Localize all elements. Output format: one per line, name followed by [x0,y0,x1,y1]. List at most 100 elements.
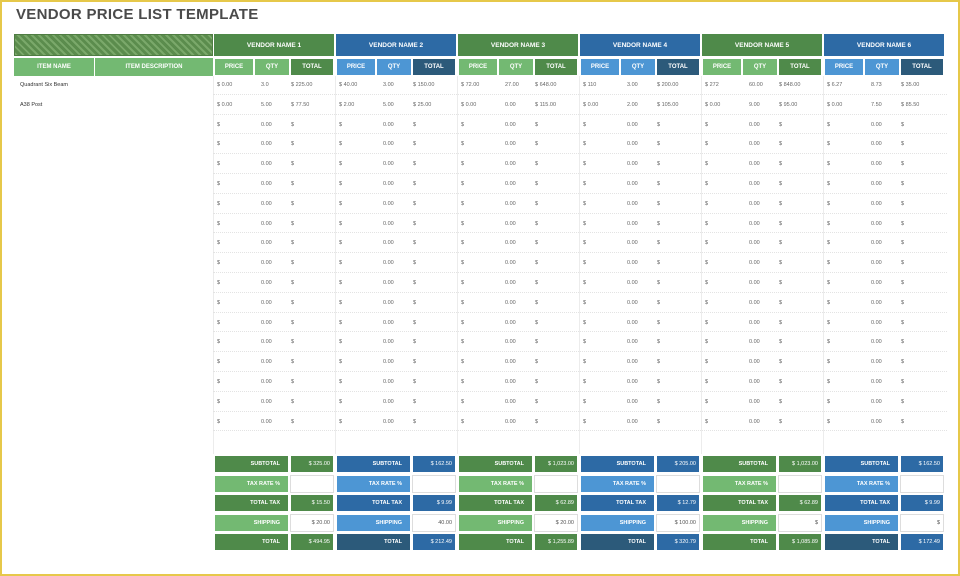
summary-value[interactable]: $ 20.00 [290,513,334,532]
price-cell[interactable]: $ [827,200,831,207]
qty-cell[interactable]: 0.00 [749,398,760,405]
qty-cell[interactable]: 0.00 [749,141,760,148]
price-cell[interactable]: $ [583,141,587,148]
qty-cell[interactable]: 0.00 [871,319,882,326]
qty-cell[interactable]: 0.00 [505,359,516,366]
summary-value[interactable] [900,474,944,493]
qty-cell[interactable]: 0.00 [871,240,882,247]
price-cell[interactable]: $ [827,339,831,346]
price-cell[interactable]: $ [217,418,221,425]
qty-cell[interactable]: 0.00 [627,339,638,346]
qty-cell[interactable]: 0.00 [383,379,394,385]
price-cell[interactable]: $ [339,121,343,128]
price-cell[interactable]: $ [827,240,831,247]
qty-cell[interactable]: 3.0 [261,82,269,88]
qty-cell[interactable]: 3.00 [383,82,394,88]
qty-cell[interactable]: 60.00 [749,82,763,88]
price-cell[interactable]: $ [339,161,343,168]
price-cell[interactable]: $ 0.00 [583,101,599,108]
price-cell[interactable]: $ [461,359,465,366]
price-cell[interactable]: $ [705,379,709,385]
qty-cell[interactable]: 0.00 [627,141,638,148]
item-name-cell[interactable]: A38 Post [20,101,43,108]
qty-cell[interactable]: 0.00 [505,141,516,148]
item-name-cell[interactable]: Quadrant Six Beam [20,82,68,88]
qty-cell[interactable]: 0.00 [749,339,760,346]
qty-cell[interactable]: 0.00 [871,141,882,148]
price-cell[interactable]: $ [705,418,709,425]
price-cell[interactable]: $ [583,161,587,168]
vendor-name-header[interactable]: VENDOR NAME 5 [702,34,822,56]
price-cell[interactable]: $ [705,220,709,227]
price-cell[interactable]: $ [461,121,465,128]
price-cell[interactable]: $ [461,379,465,385]
summary-value[interactable] [534,474,578,493]
qty-cell[interactable]: 3.00 [627,82,638,88]
qty-cell[interactable]: 0.00 [383,200,394,207]
qty-cell[interactable]: 0.00 [749,280,760,286]
qty-cell[interactable]: 0.00 [871,359,882,366]
qty-cell[interactable]: 0.00 [261,359,272,366]
price-cell[interactable]: $ [339,200,343,207]
qty-cell[interactable]: 0.00 [261,240,272,247]
price-cell[interactable]: $ 2.00 [339,101,355,108]
qty-cell[interactable]: 0.00 [383,161,394,168]
qty-cell[interactable]: 0.00 [261,398,272,405]
qty-cell[interactable]: 0.00 [749,240,760,247]
qty-cell[interactable]: 5.00 [383,101,394,108]
price-cell[interactable]: $ 0.00 [461,101,477,108]
price-cell[interactable]: $ [705,299,709,306]
qty-cell[interactable]: 0.00 [749,220,760,227]
qty-cell[interactable]: 0.00 [261,200,272,207]
price-cell[interactable]: $ [827,181,831,187]
qty-cell[interactable]: 0.00 [871,379,882,385]
qty-cell[interactable]: 7.50 [871,101,882,108]
qty-cell[interactable]: 0.00 [749,121,760,128]
qty-cell[interactable]: 0.00 [383,141,394,148]
qty-cell[interactable]: 0.00 [627,280,638,286]
qty-cell[interactable]: 0.00 [505,161,516,168]
vendor-name-header[interactable]: VENDOR NAME 4 [580,34,700,56]
qty-cell[interactable]: 0.00 [383,240,394,247]
vendor-name-header[interactable]: VENDOR NAME 6 [824,34,944,56]
price-cell[interactable]: $ [583,121,587,128]
price-cell[interactable]: $ [461,200,465,207]
price-cell[interactable]: $ [827,161,831,168]
price-cell[interactable]: $ [339,418,343,425]
price-cell[interactable]: $ [827,260,831,267]
qty-cell[interactable]: 0.00 [627,379,638,385]
price-cell[interactable]: $ [583,319,587,326]
price-cell[interactable]: $ [827,299,831,306]
price-cell[interactable]: $ [705,280,709,286]
summary-value[interactable]: 40.00 [412,513,456,532]
qty-cell[interactable]: 0.00 [383,398,394,405]
price-cell[interactable]: $ 0.00 [217,82,233,88]
price-cell[interactable]: $ [583,220,587,227]
qty-cell[interactable]: 0.00 [505,339,516,346]
price-cell[interactable]: $ [705,260,709,267]
price-cell[interactable]: $ 40.00 [339,82,358,88]
price-cell[interactable]: $ [339,280,343,286]
qty-cell[interactable]: 0.00 [505,101,516,108]
qty-cell[interactable]: 0.00 [871,161,882,168]
qty-cell[interactable]: 0.00 [261,339,272,346]
qty-cell[interactable]: 0.00 [261,280,272,286]
price-cell[interactable]: $ [461,319,465,326]
price-cell[interactable]: $ [705,319,709,326]
price-cell[interactable]: $ [827,121,831,128]
price-cell[interactable]: $ [705,398,709,405]
qty-cell[interactable]: 0.00 [505,260,516,267]
price-cell[interactable]: $ 272 [705,82,719,88]
qty-cell[interactable]: 0.00 [505,181,516,187]
price-cell[interactable]: $ [705,339,709,346]
qty-cell[interactable]: 0.00 [749,379,760,385]
price-cell[interactable]: $ [583,418,587,425]
qty-cell[interactable]: 0.00 [627,260,638,267]
qty-cell[interactable]: 0.00 [749,200,760,207]
price-cell[interactable]: $ [827,418,831,425]
qty-cell[interactable]: 0.00 [627,240,638,247]
price-cell[interactable]: $ [339,398,343,405]
qty-cell[interactable]: 0.00 [871,181,882,187]
summary-value[interactable] [656,474,700,493]
price-cell[interactable]: $ [217,200,221,207]
